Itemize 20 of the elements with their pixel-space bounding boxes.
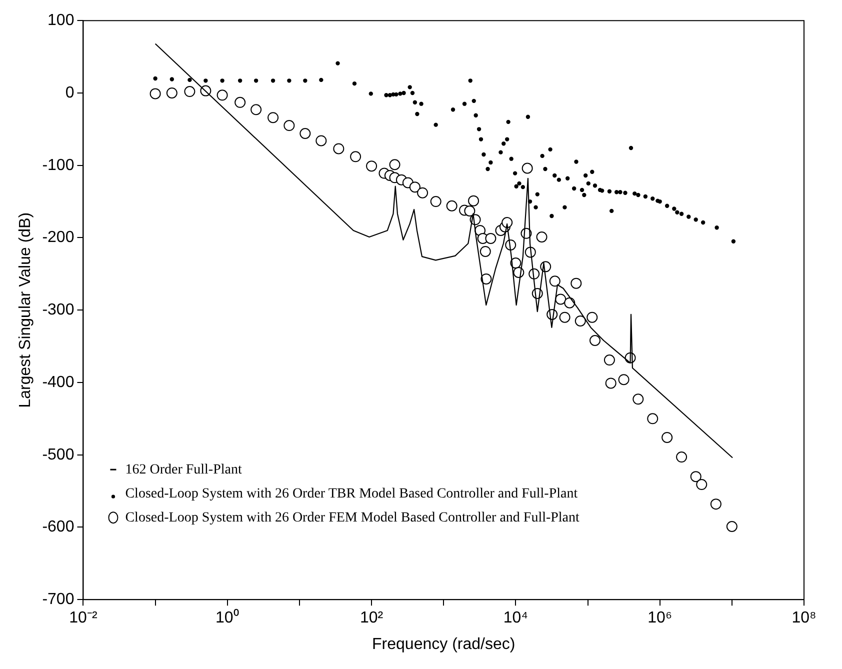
legend-label: 162 Order Full-Plant	[125, 462, 242, 478]
x-tick-label: 10²	[360, 610, 384, 627]
x-axis-title: Frequency (rad/sec)	[372, 636, 516, 653]
y-tick-label: -200	[42, 229, 74, 246]
x-tick-label: 10⁴	[503, 610, 528, 627]
y-tick-label: -700	[42, 591, 74, 608]
y-tick-label: -300	[42, 302, 74, 319]
x-tick-label: 10⁻²	[69, 610, 98, 627]
y-tick-label: 0	[65, 84, 74, 102]
y-tick-label: -600	[42, 518, 74, 536]
x-tick-label: 10⁶	[648, 610, 672, 627]
y-axis-title: Largest Singular Value (dB)	[17, 212, 34, 408]
y-tick-label: -100	[42, 156, 74, 174]
x-tick-label: 10⁸	[792, 610, 816, 627]
legend-label: Closed-Loop System with 26 Order FEM Model Based Controller and Full-Plant	[125, 510, 580, 526]
y-tick-label: -400	[42, 374, 74, 391]
legend-label: Closed-Loop System with 26 Order TBR Model Based Controller and Full-Plant	[125, 486, 578, 502]
x-tick-label: 10⁰	[215, 608, 240, 627]
y-tick-label: 100	[48, 12, 74, 30]
y-tick-label: -500	[42, 446, 74, 464]
